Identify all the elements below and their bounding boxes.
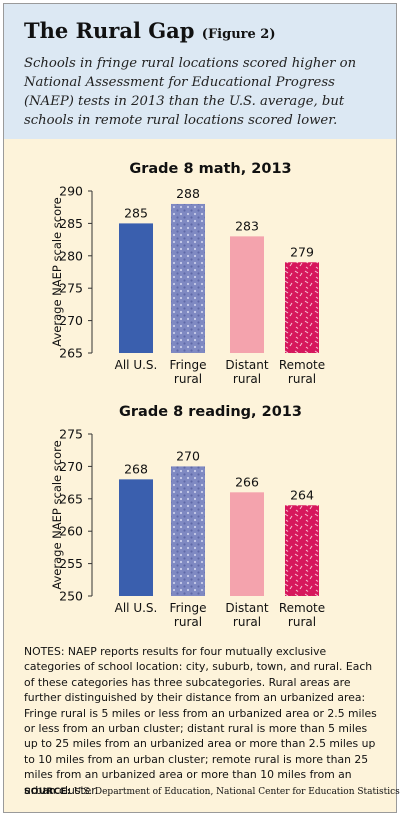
data-label: 270 <box>176 448 200 463</box>
source-line: SOURCE: U.S. Department of Education, Na… <box>24 787 400 797</box>
figure-panel: The Rural Gap (Figure 2) Schools in frin… <box>3 3 400 813</box>
data-label: 279 <box>290 244 314 259</box>
chart-title: Grade 8 reading, 2013 <box>119 404 302 420</box>
category-label: rural <box>233 372 261 386</box>
y-axis-label: Average NAEP scale score <box>50 440 64 589</box>
bar-all_us <box>119 223 153 353</box>
bar-distant <box>230 492 264 596</box>
category-label: Distant <box>225 601 268 615</box>
category-label: Fringe <box>170 601 207 615</box>
reading-chart: Grade 8 reading, 2013 Average NAEP scale … <box>50 404 325 629</box>
y-tick-label: 265 <box>59 491 83 506</box>
data-label: 268 <box>124 461 148 476</box>
category-label: rural <box>288 615 316 629</box>
y-tick-label: 270 <box>59 459 83 474</box>
data-label: 266 <box>235 474 259 489</box>
figure-header: The Rural Gap (Figure 2) Schools in frin… <box>4 4 396 139</box>
category-label: rural <box>288 372 316 386</box>
figure-number: (Figure 2) <box>201 27 276 42</box>
title-text: The Rural Gap <box>24 18 195 43</box>
data-label: 283 <box>235 218 259 233</box>
category-label: Remote <box>279 601 325 615</box>
y-tick-label: 290 <box>59 184 83 199</box>
data-label: 264 <box>290 487 314 502</box>
source-label: SOURCE: <box>24 787 71 797</box>
y-tick-label: 275 <box>59 281 83 296</box>
y-tick-label: 265 <box>59 346 83 361</box>
category-label: All U.S. <box>115 601 158 615</box>
y-tick-label: 255 <box>59 556 83 571</box>
math-chart: Grade 8 math, 2013 Average NAEP scale sco… <box>50 161 325 386</box>
chart-title: Grade 8 math, 2013 <box>129 161 291 177</box>
category-label: rural <box>174 372 202 386</box>
category-label: Remote <box>279 358 325 372</box>
bar-remote <box>285 262 319 353</box>
y-tick-label: 260 <box>59 524 83 539</box>
category-label: Fringe <box>170 358 207 372</box>
category-label: Distant <box>225 358 268 372</box>
category-label: rural <box>174 615 202 629</box>
bar-all_us <box>119 479 153 596</box>
notes-text: NOTES: NAEP reports results for four mut… <box>24 645 377 797</box>
figure-subtitle: Schools in fringe rural locations scored… <box>24 56 357 128</box>
category-label: rural <box>233 615 261 629</box>
bar-remote <box>285 505 319 596</box>
data-label: 285 <box>124 205 148 220</box>
y-tick-label: 275 <box>59 427 83 442</box>
y-tick-label: 270 <box>59 313 83 328</box>
category-label: All U.S. <box>115 358 158 372</box>
data-label: 288 <box>176 186 200 201</box>
source-text: U.S. Department of Education, National C… <box>73 787 400 797</box>
y-tick-label: 250 <box>59 589 83 604</box>
figure-title: The Rural Gap (Figure 2) <box>24 18 276 43</box>
y-tick-label: 285 <box>59 216 83 231</box>
bar-distant <box>230 236 264 353</box>
bar-fringe <box>171 466 205 596</box>
y-axis-label: Average NAEP scale score <box>50 197 64 346</box>
bar-fringe <box>171 203 205 353</box>
y-tick-label: 280 <box>59 248 83 263</box>
